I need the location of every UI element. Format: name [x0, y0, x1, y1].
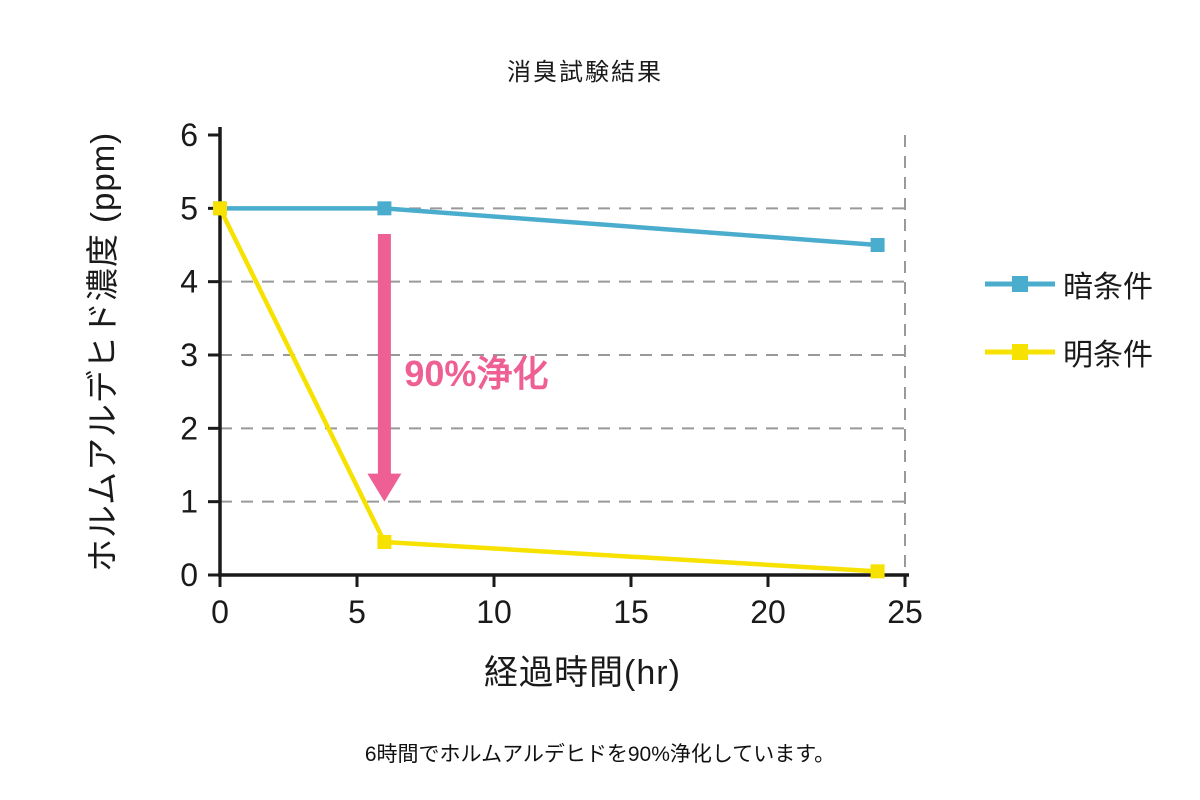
data-point-marker: [213, 201, 227, 216]
series-line: [220, 206, 878, 248]
legend-item: 明条件: [985, 330, 1153, 374]
x-tick-label: 10: [476, 594, 512, 630]
caption-text: 6時間でホルムアルデヒドを90%浄化しています。: [364, 743, 836, 766]
chart-title: 消臭試験結果: [507, 59, 663, 86]
data-point-marker: [377, 535, 392, 549]
data-point-marker: [870, 238, 885, 252]
y-tick-label: 3: [180, 337, 198, 373]
annotation-arrow-head: [367, 473, 402, 502]
y-tick-label: 6: [180, 117, 198, 153]
y-tick-label: 2: [180, 410, 198, 446]
legend-marker: [985, 344, 1055, 360]
legend-item: 暗条件: [985, 262, 1153, 306]
x-axis-label: 経過時間(hr): [484, 654, 681, 692]
data-point-marker: [870, 564, 885, 579]
y-tick-label: 0: [180, 557, 198, 593]
series-line: [217, 207, 878, 574]
y-tick-label: 1: [180, 484, 198, 520]
legend-marker: [985, 276, 1055, 292]
annotation-label: 90%浄化: [404, 353, 548, 394]
y-tick-label: 4: [180, 264, 198, 300]
y-tick-label: 5: [180, 190, 198, 226]
legend-label: 明条件: [1063, 339, 1153, 372]
chart-legend: 暗条件 明条件: [985, 262, 1153, 374]
x-tick-label: 25: [887, 594, 923, 630]
x-tick-label: 20: [750, 594, 786, 630]
legend-label: 暗条件: [1063, 271, 1153, 304]
x-tick-label: 15: [613, 594, 649, 630]
x-tick-label: 0: [211, 594, 229, 630]
x-tick-label: 5: [348, 594, 366, 630]
data-point-marker: [377, 201, 392, 216]
